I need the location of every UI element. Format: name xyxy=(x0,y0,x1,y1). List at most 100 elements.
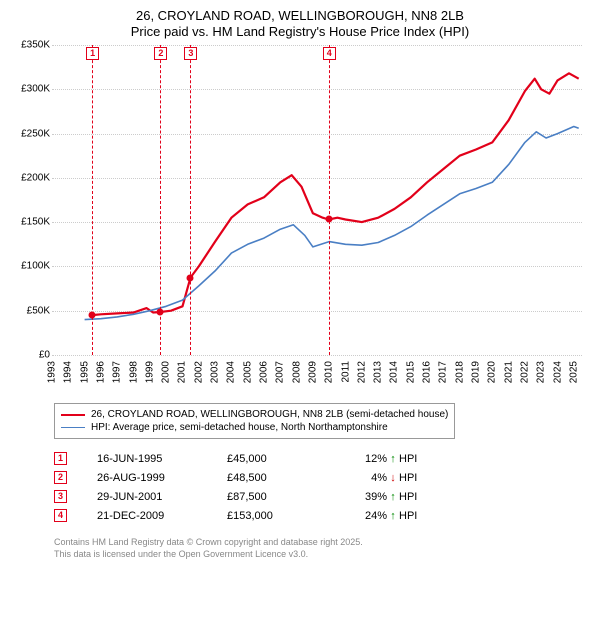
sales-row-date: 26-AUG-1999 xyxy=(97,472,227,484)
x-tick-label: 2009 xyxy=(307,361,318,383)
arrow-icon: ↑ xyxy=(387,453,399,465)
sales-row: 4 21-DEC-2009£153,00024%↑HPI xyxy=(54,506,588,525)
x-tick-label: 2006 xyxy=(259,361,270,383)
sales-row: 3 29-JUN-2001£87,50039%↑HPI xyxy=(54,487,588,506)
legend-swatch xyxy=(61,427,85,428)
chart-container: 26, CROYLAND ROAD, WELLINGBOROUGH, NN8 2… xyxy=(0,0,600,560)
y-tick-label: £300K xyxy=(21,84,50,95)
x-tick-label: 2025 xyxy=(568,361,579,383)
x-tick-label: 2015 xyxy=(405,361,416,383)
y-tick-label: £200K xyxy=(21,172,50,183)
x-tick-label: 2007 xyxy=(275,361,286,383)
sales-row-hpi-label: HPI xyxy=(399,453,429,465)
x-tick-label: 1999 xyxy=(144,361,155,383)
x-tick-label: 2021 xyxy=(503,361,514,383)
line-chart-svg xyxy=(52,45,582,355)
sales-row-pct: 4% xyxy=(327,472,387,484)
sales-row-date: 29-JUN-2001 xyxy=(97,491,227,503)
arrow-icon: ↑ xyxy=(387,491,399,503)
x-axis: 1993199419951996199719981999200020012002… xyxy=(52,355,582,395)
y-tick-label: £250K xyxy=(21,128,50,139)
y-axis: £0£50K£100K£150K£200K£250K£300K£350K xyxy=(10,45,50,355)
series-hpi xyxy=(85,127,579,320)
x-tick-label: 2013 xyxy=(373,361,384,383)
sale-marker-line xyxy=(329,45,330,355)
sales-row-price: £87,500 xyxy=(227,491,327,503)
sales-row-hpi-label: HPI xyxy=(399,491,429,503)
x-tick-label: 2019 xyxy=(471,361,482,383)
footer-line1: Contains HM Land Registry data © Crown c… xyxy=(54,537,588,549)
x-tick-label: 1995 xyxy=(79,361,90,383)
legend-label: 26, CROYLAND ROAD, WELLINGBOROUGH, NN8 2… xyxy=(91,409,448,420)
x-tick-label: 2011 xyxy=(340,361,351,383)
x-tick-label: 2018 xyxy=(454,361,465,383)
sales-row-marker: 2 xyxy=(54,471,67,484)
chart-title-line2: Price paid vs. HM Land Registry's House … xyxy=(12,24,588,39)
y-tick-label: £50K xyxy=(27,305,50,316)
arrow-icon: ↑ xyxy=(387,510,399,522)
x-tick-label: 1996 xyxy=(95,361,106,383)
x-tick-label: 2020 xyxy=(487,361,498,383)
series-price_paid xyxy=(92,73,579,315)
sale-marker-box: 1 xyxy=(86,47,99,60)
footer-line2: This data is licensed under the Open Gov… xyxy=(54,549,588,561)
sale-point-dot xyxy=(325,216,332,223)
x-tick-label: 1994 xyxy=(63,361,74,383)
arrow-icon: ↓ xyxy=(387,472,399,484)
sale-point-dot xyxy=(89,312,96,319)
sales-row-marker: 1 xyxy=(54,452,67,465)
y-tick-label: £0 xyxy=(39,350,50,361)
plot-area: £0£50K£100K£150K£200K£250K£300K£350K 123… xyxy=(52,45,582,355)
chart-footer: Contains HM Land Registry data © Crown c… xyxy=(54,537,588,560)
sales-row-pct: 24% xyxy=(327,510,387,522)
sales-row-marker: 4 xyxy=(54,509,67,522)
y-tick-label: £100K xyxy=(21,261,50,272)
legend: 26, CROYLAND ROAD, WELLINGBOROUGH, NN8 2… xyxy=(54,403,455,439)
legend-swatch xyxy=(61,414,85,416)
sales-row-marker: 3 xyxy=(54,490,67,503)
x-tick-label: 2010 xyxy=(324,361,335,383)
legend-item: 26, CROYLAND ROAD, WELLINGBOROUGH, NN8 2… xyxy=(61,408,448,421)
sales-row: 1 16-JUN-1995£45,00012%↑HPI xyxy=(54,449,588,468)
sale-marker-line xyxy=(190,45,191,355)
sales-table: 116-JUN-1995£45,00012%↑HPI226-AUG-1999£4… xyxy=(54,449,588,525)
sale-marker-box: 4 xyxy=(323,47,336,60)
x-tick-label: 2023 xyxy=(536,361,547,383)
sale-marker-box: 3 xyxy=(184,47,197,60)
chart-title-block: 26, CROYLAND ROAD, WELLINGBOROUGH, NN8 2… xyxy=(12,8,588,39)
y-tick-label: £150K xyxy=(21,217,50,228)
x-tick-label: 1998 xyxy=(128,361,139,383)
legend-label: HPI: Average price, semi-detached house,… xyxy=(91,422,388,433)
sales-row-hpi-label: HPI xyxy=(399,472,429,484)
legend-item: HPI: Average price, semi-detached house,… xyxy=(61,421,448,434)
x-tick-label: 2014 xyxy=(389,361,400,383)
x-tick-label: 2017 xyxy=(438,361,449,383)
x-tick-label: 2002 xyxy=(193,361,204,383)
sales-row-hpi-label: HPI xyxy=(399,510,429,522)
sales-row-pct: 12% xyxy=(327,453,387,465)
x-tick-label: 2005 xyxy=(242,361,253,383)
sales-row-price: £48,500 xyxy=(227,472,327,484)
sales-row: 2 26-AUG-1999£48,5004%↓HPI xyxy=(54,468,588,487)
x-tick-label: 2003 xyxy=(210,361,221,383)
x-tick-label: 2012 xyxy=(356,361,367,383)
sales-row-price: £153,000 xyxy=(227,510,327,522)
x-tick-label: 2016 xyxy=(422,361,433,383)
sales-row-price: £45,000 xyxy=(227,453,327,465)
x-tick-label: 1997 xyxy=(112,361,123,383)
x-tick-label: 2008 xyxy=(291,361,302,383)
x-tick-label: 1993 xyxy=(47,361,58,383)
y-tick-label: £350K xyxy=(21,40,50,51)
x-tick-label: 2000 xyxy=(161,361,172,383)
sales-row-date: 21-DEC-2009 xyxy=(97,510,227,522)
sale-point-dot xyxy=(157,309,164,316)
sale-point-dot xyxy=(187,274,194,281)
x-tick-label: 2022 xyxy=(519,361,530,383)
x-tick-label: 2001 xyxy=(177,361,188,383)
sale-marker-line xyxy=(92,45,93,355)
x-tick-label: 2024 xyxy=(552,361,563,383)
x-tick-label: 2004 xyxy=(226,361,237,383)
chart-title-line1: 26, CROYLAND ROAD, WELLINGBOROUGH, NN8 2… xyxy=(12,8,588,23)
sales-row-date: 16-JUN-1995 xyxy=(97,453,227,465)
sales-row-pct: 39% xyxy=(327,491,387,503)
